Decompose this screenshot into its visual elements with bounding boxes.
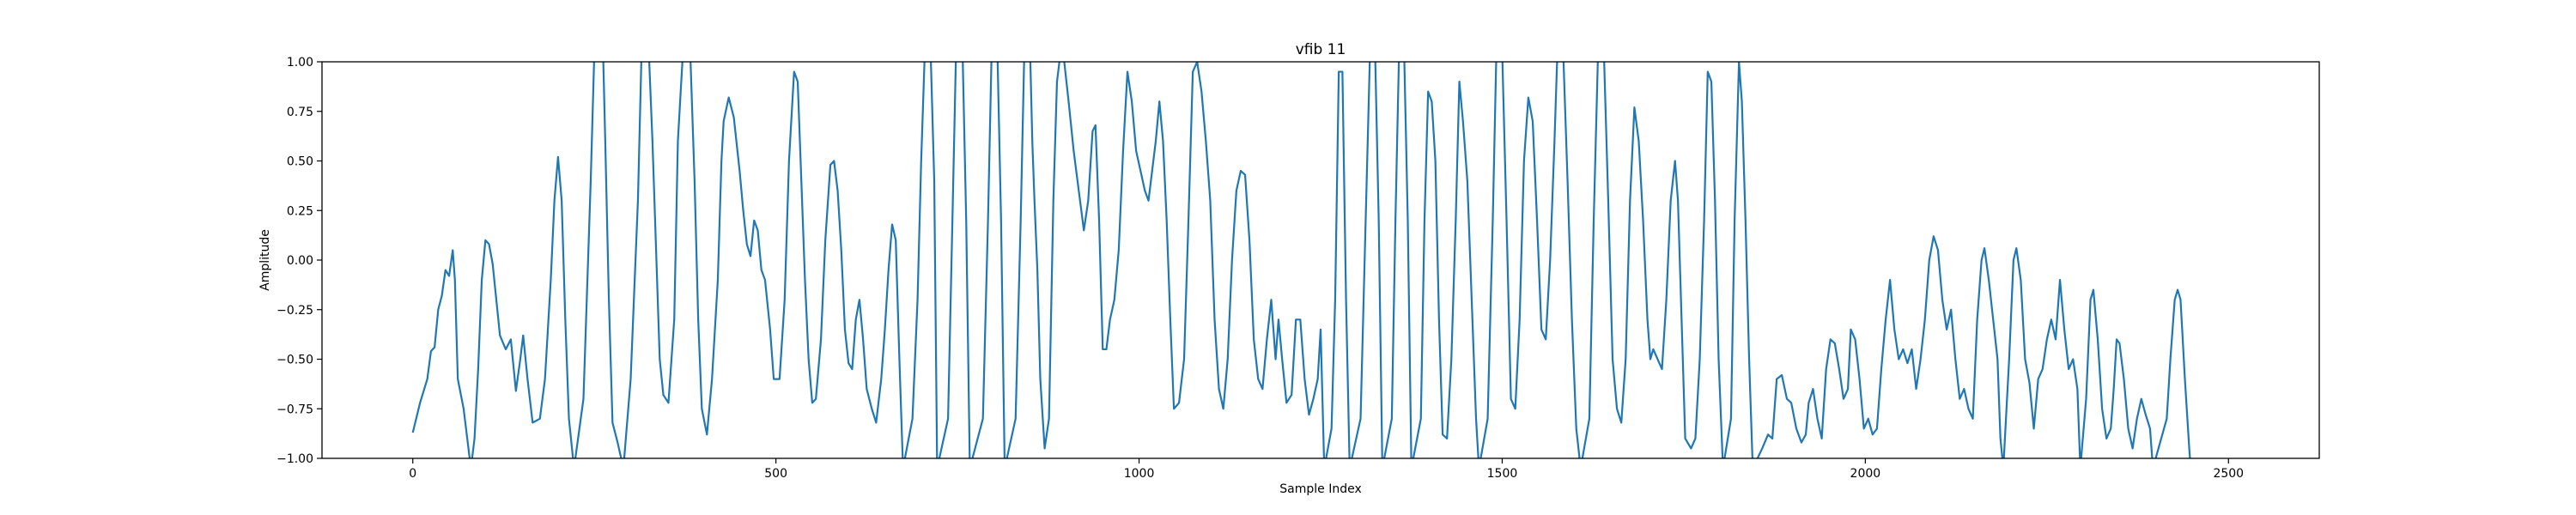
y-tick-label: 0.00 xyxy=(287,254,313,268)
series-line-0 xyxy=(411,62,2191,458)
x-tick-label: 2000 xyxy=(1850,467,1881,481)
x-axis-label: Sample Index xyxy=(1279,482,1361,496)
y-axis-label: Amplitude xyxy=(258,229,272,291)
y-tick-label: 1.00 xyxy=(287,56,313,70)
y-axis: −1.00 −0.75 −0.50 −0.25 0.00 0.25 0.50 0.75 1.00 xyxy=(276,56,322,466)
y-tick-label: −0.25 xyxy=(276,304,313,318)
x-tick-label: 0 xyxy=(409,467,416,481)
x-tick-label: 1000 xyxy=(1124,467,1155,481)
x-tick-label: 1500 xyxy=(1487,467,1518,481)
plot-frame xyxy=(321,61,2320,459)
x-axis: 0 500 1000 1500 2000 2500 xyxy=(409,458,2244,481)
chart-title: vfib 11 xyxy=(1296,41,1346,58)
data-layer xyxy=(411,62,2191,458)
y-tick-label: −1.00 xyxy=(276,452,313,466)
x-tick-label: 2500 xyxy=(2213,467,2244,481)
y-tick-label: −0.75 xyxy=(276,403,313,416)
y-tick-label: 0.25 xyxy=(287,204,313,218)
y-tick-label: −0.50 xyxy=(276,354,313,367)
y-tick-label: 0.75 xyxy=(287,106,313,119)
y-tick-label: 0.50 xyxy=(287,155,313,169)
x-tick-label: 500 xyxy=(764,467,787,481)
